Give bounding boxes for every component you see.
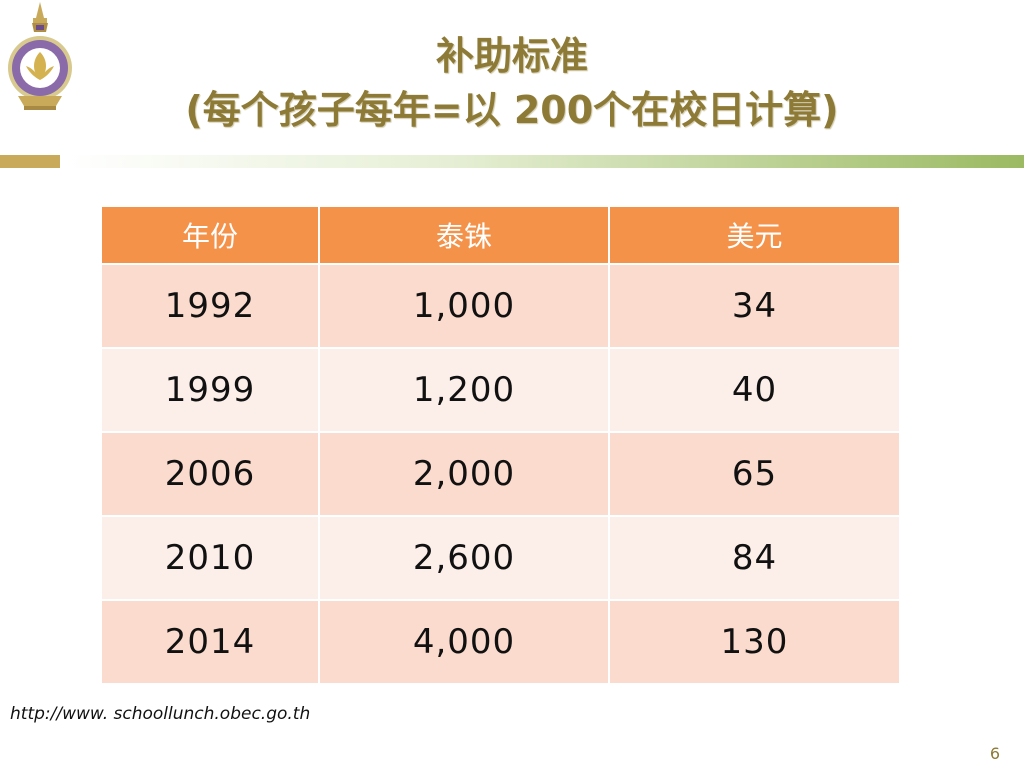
table-row: 2014 4,000 130: [100, 599, 901, 685]
cell-year: 2014: [100, 599, 320, 685]
header-thb: 泰铢: [318, 205, 610, 265]
title-rule-green: [66, 155, 1024, 168]
cell-thb: 2,600: [318, 515, 610, 601]
cell-year: 2010: [100, 515, 320, 601]
cell-usd: 84: [608, 515, 901, 601]
cell-usd: 34: [608, 263, 901, 349]
slide-title: 补助标准 (每个孩子每年=以 200个在校日计算): [80, 30, 944, 138]
subsidy-table: 年份 泰铢 美元 1992 1,000 34 1999 1,200 40 200…: [100, 205, 901, 685]
table-row: 2010 2,600 84: [100, 515, 901, 601]
table-row: 2006 2,000 65: [100, 431, 901, 517]
page-number: 6: [989, 744, 1000, 763]
cell-usd: 130: [608, 599, 901, 685]
cell-thb: 1,200: [318, 347, 610, 433]
cell-year: 1992: [100, 263, 320, 349]
emblem-logo: [2, 0, 80, 116]
title-line-2: (每个孩子每年=以 200个在校日计算): [185, 88, 839, 132]
cell-thb: 1,000: [318, 263, 610, 349]
title-line-1: 补助标准: [435, 34, 588, 78]
source-link[interactable]: http://www. schoollunch.obec.go.th: [10, 704, 311, 724]
title-rule-gold: [0, 155, 60, 168]
cell-year: 2006: [100, 431, 320, 517]
header-usd: 美元: [608, 205, 901, 265]
cell-thb: 4,000: [318, 599, 610, 685]
cell-usd: 65: [608, 431, 901, 517]
table-row: 1999 1,200 40: [100, 347, 901, 433]
table-header-row: 年份 泰铢 美元: [100, 205, 901, 265]
cell-thb: 2,000: [318, 431, 610, 517]
cell-year: 1999: [100, 347, 320, 433]
cell-usd: 40: [608, 347, 901, 433]
table-row: 1992 1,000 34: [100, 263, 901, 349]
header-year: 年份: [100, 205, 320, 265]
